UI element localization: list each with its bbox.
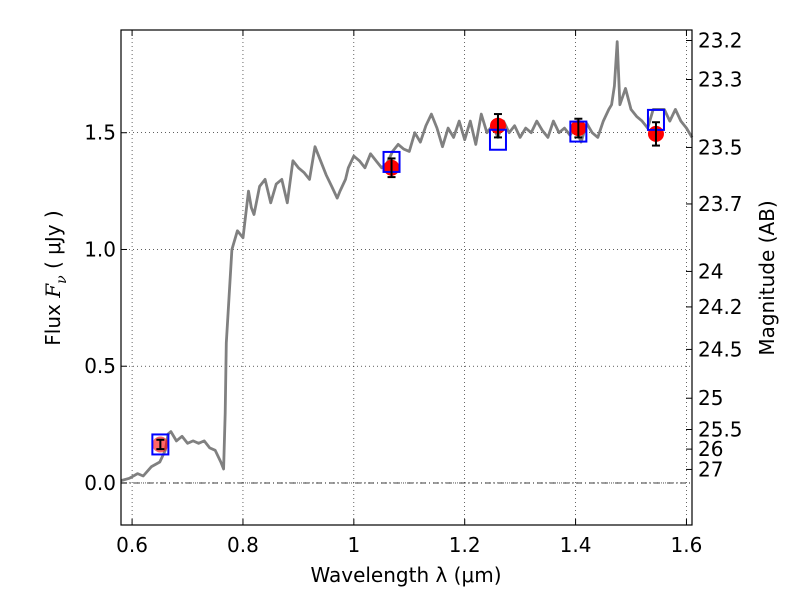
mag-tick-label: 23.2	[698, 29, 743, 53]
photometry-markers	[151, 108, 665, 456]
x-tick-label: 1	[347, 533, 360, 557]
grid	[121, 30, 692, 525]
mag-tick-label: 24.2	[698, 295, 743, 319]
y-axis-label-subscript: ν	[54, 275, 70, 284]
mag-tick-label: 23.3	[698, 68, 743, 92]
mag-tick-label: 25	[698, 386, 723, 410]
tick-labels: 0.6 0.8 1 1.2 1.4 1.6 0.0 0.5 1.0 1.5 23.2 23.3 23.5…	[84, 29, 742, 557]
mag-tick-label: 27	[698, 457, 723, 481]
x-tick-label: 0.8	[227, 533, 259, 557]
y-axis-label-pre: Flux	[41, 298, 65, 346]
y-axis-label-symbol: F	[41, 283, 65, 299]
x-tick-label: 1.4	[560, 533, 592, 557]
x-tick-label: 1.6	[671, 533, 703, 557]
y-tick-label: 1.0	[84, 237, 116, 261]
y-axis-label: Flux Fν ( μJy )	[41, 210, 70, 345]
mag-tick-label: 24	[698, 259, 723, 283]
y-tick-label: 0.5	[84, 354, 116, 378]
mag-tick-label: 23.5	[698, 135, 743, 159]
x-tick-label: 1.2	[449, 533, 481, 557]
spectrum-line	[120, 40, 694, 482]
x-tick-label: 0.6	[116, 533, 148, 557]
mag-tick-label: 25.5	[698, 418, 743, 442]
axis-ticks	[121, 30, 692, 525]
y-tick-label: 0.0	[84, 471, 116, 495]
x-axis-label: Wavelength λ (μm)	[310, 563, 501, 587]
y-tick-label: 1.5	[84, 121, 116, 145]
y2-axis-label: Magnitude (AB)	[755, 200, 779, 355]
mag-tick-label: 26	[698, 437, 723, 461]
mag-tick-label: 24.5	[698, 337, 743, 361]
plot-frame	[120, 29, 693, 526]
mag-tick-label: 23.7	[698, 192, 743, 216]
y-axis-label-post: ( μJy )	[41, 210, 65, 275]
model-point	[151, 433, 170, 456]
